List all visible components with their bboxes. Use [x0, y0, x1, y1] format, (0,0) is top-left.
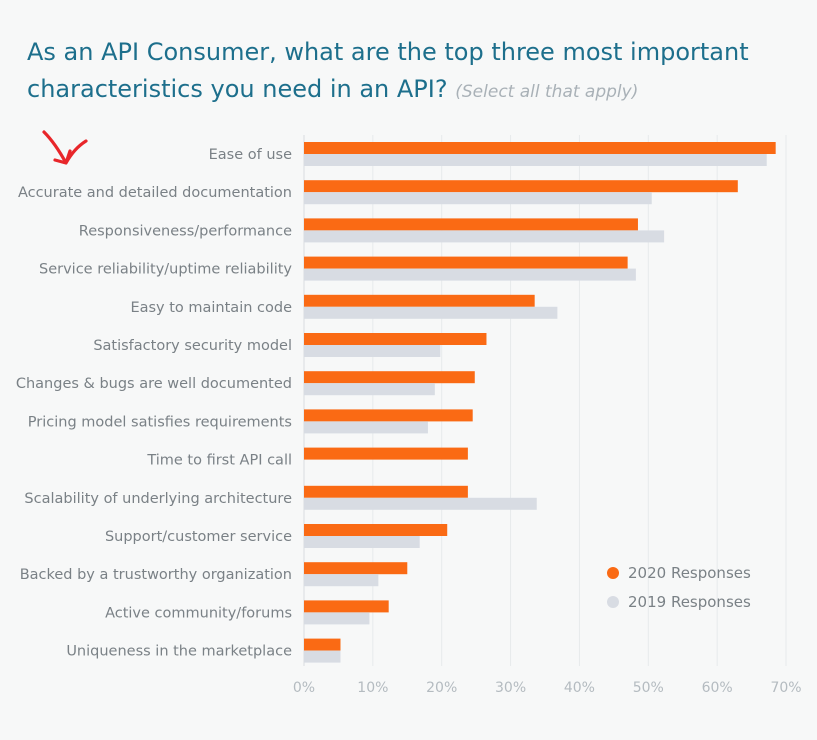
- bar-2020: [304, 294, 535, 307]
- bar-2019: [304, 650, 341, 663]
- x-tick-label: 50%: [633, 680, 664, 696]
- category-label: Satisfactory security model: [93, 338, 292, 354]
- bar-2019: [304, 612, 370, 625]
- category-label: Time to first API call: [146, 453, 292, 469]
- legend-label-2020: 2020 Responses: [628, 564, 751, 582]
- category-label: Active community/forums: [105, 605, 292, 621]
- bar-2020: [304, 638, 341, 651]
- bar-2020: [304, 600, 389, 613]
- bar-2019: [304, 268, 636, 281]
- bar-2019: [304, 421, 428, 434]
- bar-2020: [304, 371, 475, 384]
- category-label: Pricing model satisfies requirements: [28, 414, 292, 430]
- x-tick-label: 60%: [702, 680, 733, 696]
- x-axis-ticks: 0% 10% 20% 30% 40% 50% 60% 70%: [293, 680, 802, 696]
- x-tick-label: 30%: [495, 680, 526, 696]
- bar-2020: [304, 409, 473, 422]
- category-label: Service reliability/uptime reliability: [39, 262, 292, 278]
- bar-2020: [304, 524, 448, 536]
- bar-2019: [304, 536, 420, 548]
- bar-2020: [304, 485, 468, 498]
- bar-2020: [304, 562, 408, 575]
- category-label: Backed by a trustworthy organization: [20, 567, 292, 583]
- bar-2020: [304, 447, 468, 460]
- red-hand-drawn-arrow-icon: [42, 130, 88, 165]
- bar-2020: [304, 142, 776, 154]
- x-tick-label: 70%: [770, 680, 801, 696]
- legend-label-2019: 2019 Responses: [628, 593, 751, 611]
- x-tick-label: 20%: [426, 680, 457, 696]
- category-label: Changes & bugs are well documented: [16, 376, 292, 392]
- category-label: Scalability of underlying architecture: [24, 491, 292, 507]
- bars: [304, 142, 776, 663]
- bar-2019: [304, 230, 665, 243]
- x-tick-label: 40%: [564, 680, 595, 696]
- bar-2020: [304, 256, 628, 269]
- legend-marker-2020: [607, 567, 619, 579]
- bar-2020: [304, 218, 638, 231]
- x-tick-label: 0%: [293, 680, 315, 696]
- bar-2019: [304, 574, 379, 587]
- chart-subtitle: (Select all that apply): [455, 82, 639, 102]
- category-label: Support/customer service: [105, 529, 292, 545]
- bar-2019: [304, 345, 441, 357]
- category-label: Easy to maintain code: [130, 300, 292, 316]
- bar-2019: [304, 383, 435, 396]
- bar-2019: [304, 306, 558, 319]
- chart-title: As an API Consumer, what are the top thr…: [27, 34, 807, 111]
- category-label: Accurate and detailed documentation: [18, 185, 292, 201]
- bar-2019: [304, 192, 652, 205]
- legend-marker-2019: [607, 596, 619, 608]
- x-tick-label: 10%: [357, 680, 388, 696]
- bar-2019: [304, 497, 537, 510]
- category-label: Uniqueness in the marketplace: [66, 644, 292, 660]
- legend: 2020 Responses 2019 Responses: [607, 564, 751, 611]
- bar-2020: [304, 333, 487, 345]
- bar-2020: [304, 180, 738, 193]
- category-label: Ease of use: [209, 147, 292, 163]
- category-label: Responsiveness/performance: [79, 223, 292, 239]
- category-labels: Ease of use Accurate and detailed documen…: [16, 147, 293, 660]
- gridlines: [303, 135, 787, 666]
- bar-2019: [304, 154, 767, 166]
- chart-title-text: As an API Consumer, what are the top thr…: [27, 38, 749, 103]
